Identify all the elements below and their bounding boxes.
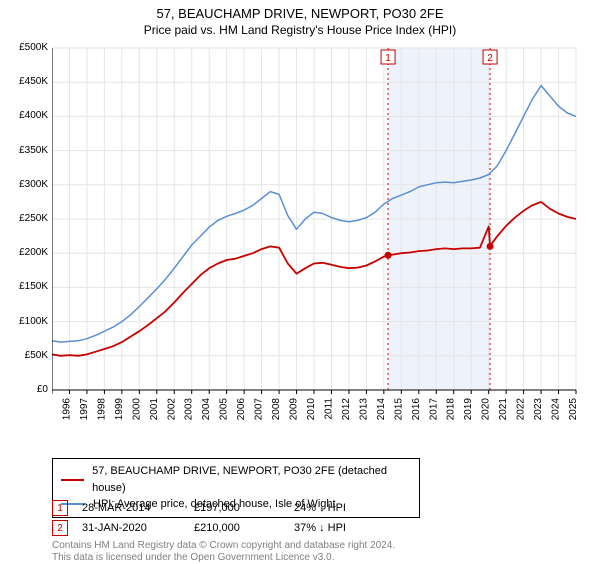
- svg-text:2004: 2004: [201, 398, 212, 421]
- chart-title-line2: Price paid vs. HM Land Registry's House …: [0, 21, 600, 37]
- svg-text:2002: 2002: [166, 398, 177, 421]
- data-row-date: 31-JAN-2020: [82, 522, 194, 534]
- chart-svg: 1 2 1995 1996 1997 1998 1999 2000 2001 2002 2003 20…: [52, 44, 582, 424]
- data-row-price: £210,000: [194, 522, 294, 534]
- svg-text:2016: 2016: [411, 398, 422, 421]
- chart-title-line1: 57, BEAUCHAMP DRIVE, NEWPORT, PO30 2FE: [0, 0, 600, 21]
- svg-text:1999: 1999: [114, 398, 125, 421]
- data-row-date: 28-MAR-2014: [82, 502, 194, 514]
- svg-text:2020: 2020: [481, 398, 492, 421]
- svg-text:2025: 2025: [568, 398, 579, 421]
- y-tick-label: £500K: [19, 42, 48, 53]
- svg-text:2018: 2018: [446, 398, 457, 421]
- svg-text:2003: 2003: [184, 398, 195, 421]
- y-tick-label: £250K: [19, 213, 48, 224]
- svg-text:2008: 2008: [271, 398, 282, 421]
- chart-plot-area: 1 2 1995 1996 1997 1998 1999 2000 2001 2002 2003 20…: [52, 44, 582, 424]
- svg-text:2011: 2011: [323, 398, 334, 420]
- data-row: 1 28-MAR-2014£197,00024% ↓ HPI: [52, 498, 374, 518]
- y-tick-label: £200K: [19, 247, 48, 258]
- data-row-price: £197,000: [194, 502, 294, 514]
- y-tick-label: £50K: [25, 350, 48, 361]
- svg-text:2006: 2006: [236, 398, 247, 421]
- data-row: 2 31-JAN-2020£210,00037% ↓ HPI: [52, 518, 374, 538]
- svg-text:2005: 2005: [219, 398, 230, 421]
- svg-text:2021: 2021: [498, 398, 509, 421]
- footer-line2: This data is licensed under the Open Gov…: [52, 552, 395, 564]
- svg-text:2015: 2015: [393, 398, 404, 421]
- svg-text:2012: 2012: [341, 398, 352, 421]
- y-tick-label: £100K: [19, 316, 48, 327]
- svg-text:1997: 1997: [79, 398, 90, 421]
- y-tick-label: £0: [37, 384, 48, 395]
- y-tick-label: £450K: [19, 76, 48, 87]
- data-row-pct: 24% ↓ HPI: [294, 502, 374, 514]
- svg-text:2013: 2013: [358, 398, 369, 421]
- svg-text:2: 2: [487, 53, 493, 64]
- svg-text:2023: 2023: [533, 398, 544, 421]
- legend-swatch: [61, 479, 84, 481]
- data-row-marker: 2: [52, 520, 68, 536]
- data-point-table: 1 28-MAR-2014£197,00024% ↓ HPI 2 31-JAN-202…: [52, 498, 374, 538]
- svg-text:1998: 1998: [96, 398, 107, 421]
- svg-text:2007: 2007: [254, 398, 265, 421]
- svg-text:2019: 2019: [463, 398, 474, 421]
- y-tick-label: £150K: [19, 281, 48, 292]
- svg-text:2017: 2017: [428, 398, 439, 421]
- svg-text:2014: 2014: [376, 398, 387, 421]
- footer-attribution: Contains HM Land Registry data © Crown c…: [52, 540, 395, 564]
- y-tick-label: £400K: [19, 110, 48, 121]
- data-row-pct: 37% ↓ HPI: [294, 522, 374, 534]
- svg-text:1: 1: [385, 53, 391, 64]
- svg-text:1996: 1996: [61, 398, 72, 421]
- svg-text:2022: 2022: [516, 398, 527, 421]
- svg-text:2001: 2001: [149, 398, 160, 421]
- svg-text:2024: 2024: [551, 398, 562, 421]
- y-tick-label: £300K: [19, 179, 48, 190]
- svg-text:2000: 2000: [131, 398, 142, 421]
- legend-label: 57, BEAUCHAMP DRIVE, NEWPORT, PO30 2FE (…: [92, 463, 411, 496]
- footer-line1: Contains HM Land Registry data © Crown c…: [52, 540, 395, 552]
- data-row-marker: 1: [52, 500, 68, 516]
- svg-text:2010: 2010: [306, 398, 317, 421]
- svg-text:2009: 2009: [289, 398, 300, 421]
- legend-row: 57, BEAUCHAMP DRIVE, NEWPORT, PO30 2FE (…: [61, 463, 411, 496]
- y-tick-label: £350K: [19, 145, 48, 156]
- svg-text:1995: 1995: [52, 398, 55, 421]
